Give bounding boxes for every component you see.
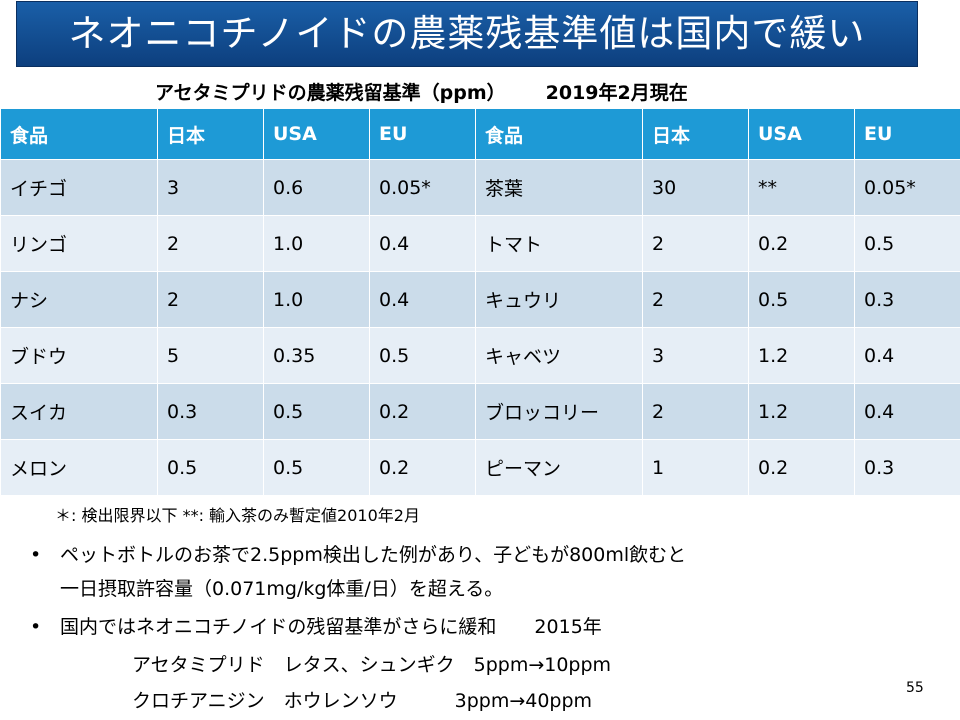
table-cell: 30: [642, 159, 749, 216]
table-cell: **: [748, 159, 855, 216]
bullet-text: 国内ではネオニコチノイドの残留基準がさらに緩和 2015年: [60, 616, 602, 638]
bullet-item: • 国内ではネオニコチノイドの残留基準がさらに緩和 2015年: [30, 612, 602, 639]
table-cell: 2: [157, 271, 264, 328]
table-cell: ピーマン: [475, 439, 643, 496]
table-cell: 0.5: [263, 383, 370, 440]
table-cell: 0.35: [263, 327, 370, 384]
header-food: 食品: [0, 108, 158, 160]
table-cell: 0.5: [748, 271, 855, 328]
table-cell: 0.2: [369, 439, 476, 496]
table-cell: 2: [157, 215, 264, 272]
header-usa-2: USA: [748, 108, 855, 160]
table-cell: スイカ: [0, 383, 158, 440]
caption-date: 2019年2月現在: [545, 82, 688, 104]
table-row: メロン 0.5 0.5 0.2 ピーマン 1 0.2 0.3: [0, 439, 960, 496]
table-cell: トマト: [475, 215, 643, 272]
sub-item: アセタミプリド レタス、シュンギク 5ppm→10ppm: [132, 654, 612, 676]
table-footnote: ＊: 検出限界以下 **: 輸入茶のみ暫定値2010年2月: [55, 506, 420, 525]
table-cell: メロン: [0, 439, 158, 496]
table-row: スイカ 0.3 0.5 0.2 ブロッコリー 2 1.2 0.4: [0, 383, 960, 440]
table-header-row: 食品 日本 USA EU 食品 日本 USA EU: [0, 108, 960, 160]
table-cell: 1.0: [263, 215, 370, 272]
residue-standards-table: 食品 日本 USA EU 食品 日本 USA EU イチゴ 3 0.6 0.05…: [0, 108, 960, 496]
bullet-item: • ペットボトルのお茶で2.5ppm検出した例があり、子どもが800ml飲むと: [30, 540, 686, 567]
table-cell: 5: [157, 327, 264, 384]
header-japan: 日本: [157, 108, 264, 160]
bullet-marker: •: [30, 616, 42, 638]
table-cell: 0.5: [854, 215, 960, 272]
table-cell: 3: [157, 159, 264, 216]
header-eu: EU: [369, 108, 476, 160]
table-cell: 0.5: [263, 439, 370, 496]
table-caption: アセタミプリドの農薬残留基準（ppm） 2019年2月現在: [155, 78, 688, 105]
table-cell: 2: [642, 271, 749, 328]
table-cell: 0.05*: [854, 159, 960, 216]
table-cell: ブドウ: [0, 327, 158, 384]
page-number: 55: [906, 680, 924, 696]
table-cell: 0.05*: [369, 159, 476, 216]
sub-item: クロチアニジン ホウレンソウ 3ppm→40ppm: [132, 690, 593, 712]
table-cell: 0.4: [369, 215, 476, 272]
table-cell: 0.2: [369, 383, 476, 440]
table-cell: 1.2: [748, 327, 855, 384]
table-cell: 0.4: [854, 327, 960, 384]
table-cell: 0.3: [854, 271, 960, 328]
table-cell: キュウリ: [475, 271, 643, 328]
table-cell: 0.3: [157, 383, 264, 440]
bullet-marker: •: [30, 544, 42, 566]
table-row: リンゴ 2 1.0 0.4 トマト 2 0.2 0.5: [0, 215, 960, 272]
table-row: ブドウ 5 0.35 0.5 キャベツ 3 1.2 0.4: [0, 327, 960, 384]
table-cell: 3: [642, 327, 749, 384]
table-cell: リンゴ: [0, 215, 158, 272]
slide-title: ネオニコチノイドの農薬残基準値は国内で緩い: [68, 12, 866, 55]
bullet-text: ペットボトルのお茶で2.5ppm検出した例があり、子どもが800ml飲むと: [60, 544, 687, 566]
table-cell: 0.3: [854, 439, 960, 496]
table-cell: キャベツ: [475, 327, 643, 384]
header-eu-2: EU: [854, 108, 960, 160]
table-cell: 0.5: [369, 327, 476, 384]
table-cell: イチゴ: [0, 159, 158, 216]
title-bar: ネオニコチノイドの農薬残基準値は国内で緩い: [17, 2, 917, 66]
table-cell: 1.0: [263, 271, 370, 328]
table-cell: 0.4: [854, 383, 960, 440]
table-cell: 2: [642, 383, 749, 440]
header-usa: USA: [263, 108, 370, 160]
table-cell: 1.2: [748, 383, 855, 440]
table-row: イチゴ 3 0.6 0.05* 茶葉 30 ** 0.05*: [0, 159, 960, 216]
table-cell: 茶葉: [475, 159, 643, 216]
table-cell: ブロッコリー: [475, 383, 643, 440]
table-cell: 0.4: [369, 271, 476, 328]
table-row: ナシ 2 1.0 0.4 キュウリ 2 0.5 0.3: [0, 271, 960, 328]
header-japan-2: 日本: [642, 108, 749, 160]
caption-label: アセタミプリドの農薬残留基準（ppm）: [155, 82, 506, 104]
table-cell: 0.2: [748, 215, 855, 272]
table-cell: 0.2: [748, 439, 855, 496]
table-cell: 1: [642, 439, 749, 496]
table-cell: 2: [642, 215, 749, 272]
bullet-continuation: 一日摂取許容量（0.071mg/kg体重/日）を超える。: [60, 578, 504, 600]
table-cell: 0.5: [157, 439, 264, 496]
table-cell: ナシ: [0, 271, 158, 328]
table-cell: 0.6: [263, 159, 370, 216]
header-food-2: 食品: [475, 108, 643, 160]
